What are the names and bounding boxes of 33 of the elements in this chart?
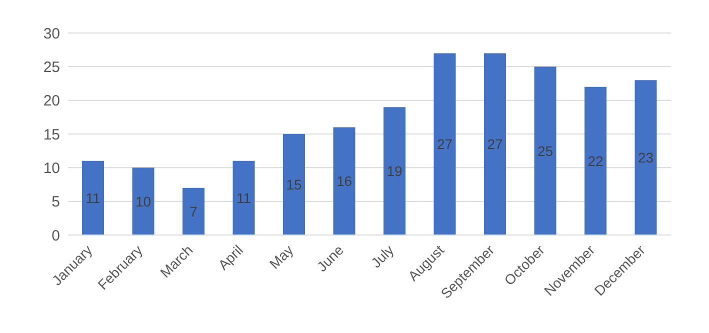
data-label: 27 (487, 136, 503, 152)
y-tick-label: 10 (43, 160, 60, 177)
data-label: 23 (638, 150, 654, 166)
data-label: 11 (86, 190, 100, 206)
bar (384, 107, 406, 235)
y-tick-label: 30 (43, 25, 60, 42)
x-tick-label: July (368, 242, 397, 271)
bar (283, 134, 305, 235)
bar (434, 53, 456, 235)
y-tick-label: 0 (52, 227, 60, 244)
data-label: 19 (386, 163, 402, 180)
data-label: 7 (190, 203, 198, 220)
bar (232, 160, 255, 235)
data-label: 11 (236, 190, 252, 206)
bar (182, 188, 204, 235)
data-label: 10 (135, 193, 152, 210)
data-label: 27 (436, 136, 453, 152)
bar (634, 80, 657, 235)
y-tick-label: 20 (43, 92, 60, 110)
bar (484, 53, 506, 235)
y-tick-label: 25 (43, 58, 60, 76)
bar (534, 66, 556, 235)
bar (333, 127, 356, 235)
data-label: 16 (336, 173, 352, 190)
y-tick-label: 15 (43, 126, 60, 144)
y-tick-label: 5 (52, 194, 60, 211)
bar (584, 86, 606, 235)
bar (82, 160, 104, 235)
data-label: 25 (537, 142, 554, 159)
data-label: 15 (286, 176, 302, 192)
x-tick-label: May (266, 242, 296, 272)
bar (132, 168, 154, 235)
data-label: 22 (588, 152, 604, 169)
